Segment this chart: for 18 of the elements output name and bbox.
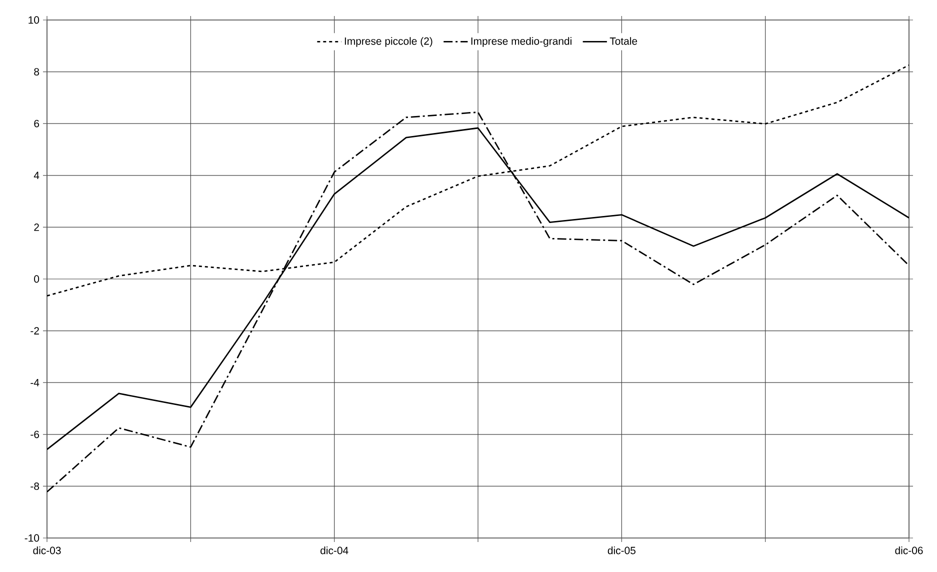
y-tick-label: 6 [34,120,40,128]
y-tick-label: -8 [30,482,40,490]
legend-label: Totale [610,37,638,45]
x-tick-label: dic-06 [895,546,923,554]
y-tick-label: 4 [34,172,40,179]
x-tick-label: dic-03 [33,546,61,554]
legend-label: Imprese medio-grandi [471,37,572,47]
y-tick-label: -2 [30,327,39,334]
y-tick-label: 8 [34,68,40,76]
y-tick-label: -4 [30,379,40,386]
x-tick-label: dic-05 [608,546,636,554]
y-tick-label: -10 [24,534,40,542]
y-tick-label: -6 [30,430,40,438]
y-tick-label: 0 [34,275,40,283]
y-tick-label: 2 [34,224,39,231]
y-tick-label: 10 [28,16,40,24]
legend-label: Imprese piccole (2) [344,37,432,47]
x-tick-label: dic-04 [320,546,348,554]
